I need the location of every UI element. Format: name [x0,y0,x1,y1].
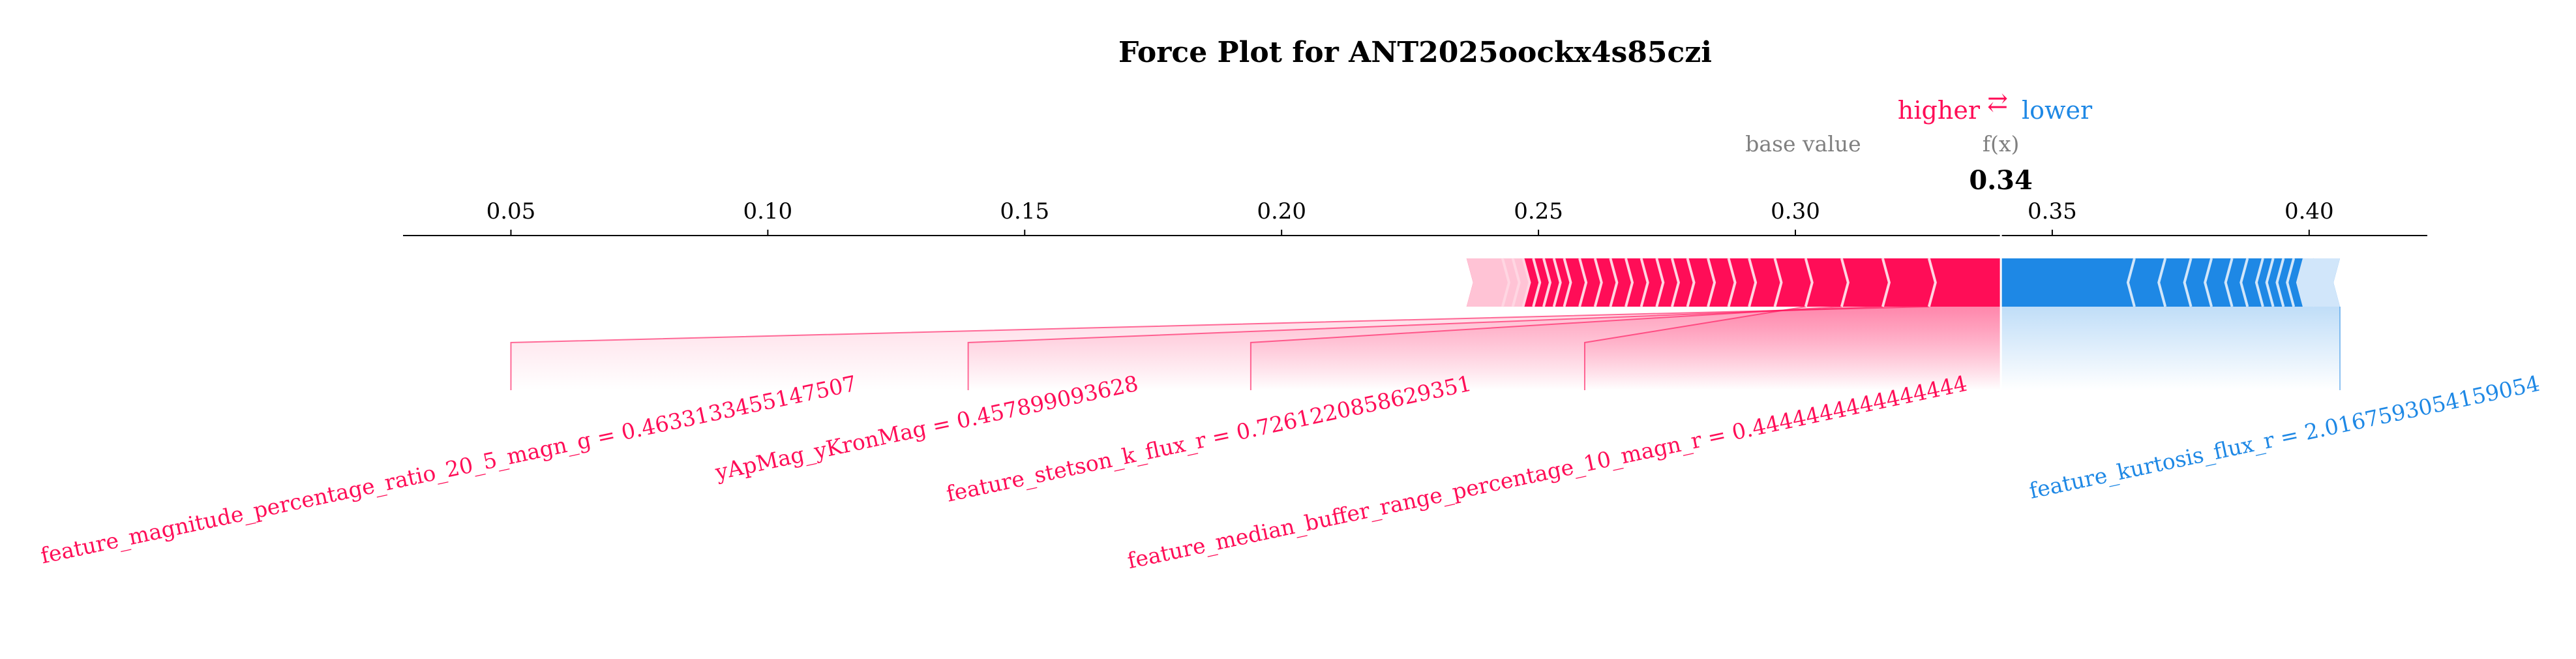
positive-feature-divider [1773,258,1783,307]
fx-value: 0.34 [1969,165,2032,196]
feature-connector-line [510,306,1929,390]
x-tick-label: 0.15 [1000,198,1049,224]
negative-bar [2001,258,2341,307]
feature-connector-fill [1584,307,2001,390]
legend-arrows-icon: ⇄ [1987,88,2008,117]
positive-feature-divider [1707,258,1716,307]
negative-feature-divider [2224,258,2234,307]
negative-feature-divider [2254,258,2264,307]
positive-feature-divider [1840,258,1850,307]
feature-connectors [510,306,2341,390]
feature-label: feature_median_buffer_range_percentage_1… [1125,371,1969,575]
positive-feature-divider [1640,258,1649,307]
positive-feature-divider [1927,258,1937,307]
negative-feature-divider [2183,258,2193,307]
positive-feature-divider [1511,258,1521,307]
negative-feature-divider [2286,258,2296,307]
force-bars [1466,196,2341,391]
feature-connector-line [967,306,1883,390]
positive-feature-divider [1804,258,1814,307]
feature-connector-fill [2001,307,2341,390]
negative-feature-divider [2204,258,2213,307]
base-value-label: base value [1745,131,1861,157]
positive-feature-divider [1521,258,1531,307]
x-tick-label: 0.20 [1257,198,1306,224]
positive-feature-divider [1881,258,1891,307]
positive-minor-features [1466,258,1530,307]
feature-label: feature_stetson_k_flux_r = 0.72612208586… [944,371,1474,508]
feature-label: feature_kurtosis_flux_r = 2.016759305415… [2027,371,2542,504]
chart-title: Force Plot for ANT2025oockx4s85czi [1118,36,1712,69]
x-tick-label: 0.35 [2028,198,2077,224]
x-tick-label: 0.30 [1771,198,1820,224]
negative-feature-divider [2239,258,2249,307]
negative-feature-divider [2296,258,2305,307]
positive-feature-divider [1578,258,1588,307]
positive-feature-divider [1563,258,1572,307]
positive-feature-divider [1625,258,1634,307]
negative-feature-divider [2275,258,2285,307]
x-tick-label: 0.40 [2284,198,2334,224]
positive-feature-divider [1532,258,1542,307]
x-axis-ticks: 0.05 0.10 0.15 0.20 0.25 0.30 0.35 0.40 [487,198,2334,236]
positive-feature-divider [1593,258,1603,307]
x-tick-label: 0.05 [487,198,536,224]
negative-feature-divider [2265,258,2275,307]
positive-feature-divider [1655,258,1665,307]
positive-bar [1466,258,2001,307]
negative-feature-divider [2306,258,2316,307]
feature-connector-line [1250,306,1842,390]
fx-label: f(x) [1983,131,2020,157]
positive-feature-divider [1501,258,1511,307]
legend-higher: higher [1898,96,1981,125]
negative-feature-divider [2126,258,2136,307]
positive-feature-divider [1686,258,1696,307]
negative-feature-divider [2157,258,2167,307]
feature-connector-line [1583,306,1806,390]
positive-feature-divider [1748,258,1758,307]
x-tick-label: 0.10 [743,198,792,224]
positive-feature-divider [1552,258,1562,307]
legend-lower: lower [2022,96,2093,125]
positive-feature-divider [1609,258,1619,307]
x-tick-label: 0.25 [1514,198,1563,224]
positive-feature-divider [1727,258,1737,307]
negative-minor-features [2297,258,2341,307]
positive-feature-divider [1542,258,1552,307]
feature-labels: feature_magnitude_percentage_ratio_20_5_… [38,371,2542,575]
positive-feature-divider [1670,258,1680,307]
